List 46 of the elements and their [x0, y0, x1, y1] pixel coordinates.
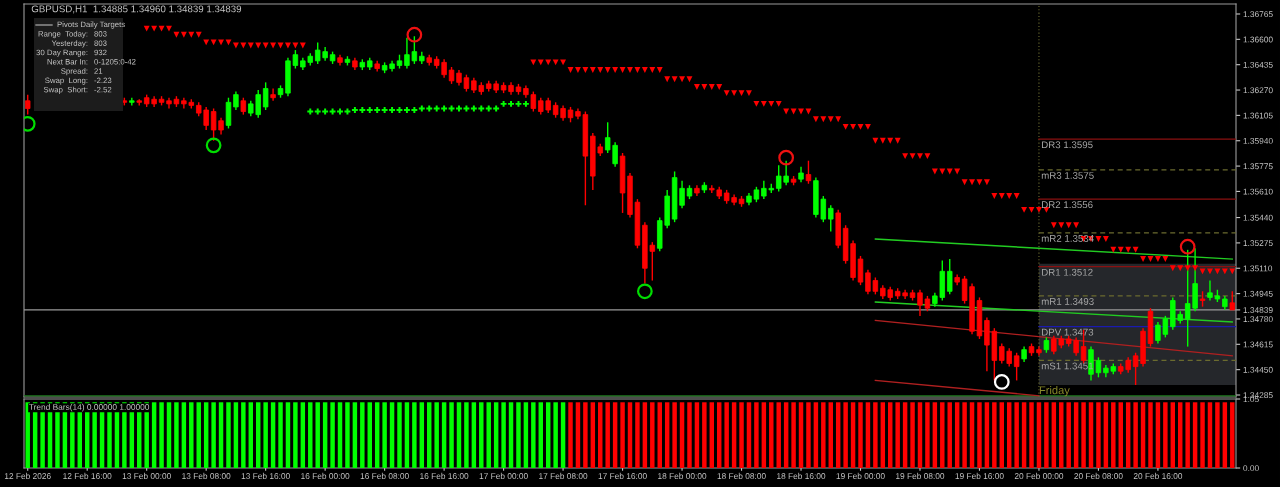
x-tick-label: 19 Feb 08:00	[896, 472, 945, 479]
x-tick-label: 19 Feb 00:00	[836, 472, 885, 479]
x-tick-label: 19 Feb 16:00	[955, 472, 1004, 479]
ref-line-label: mR1 1.3493	[1041, 298, 1094, 305]
x-tick-label: 17 Feb 00:00	[479, 472, 528, 479]
y-tick-label: 1.35940	[1243, 137, 1273, 144]
y-tick-label: 1.35610	[1243, 188, 1273, 195]
x-tick-label: 13 Feb 08:00	[182, 472, 231, 479]
annotation: Friday	[1039, 385, 1070, 397]
ref-line-label: DR1 1.3512	[1041, 268, 1093, 276]
y-tick-label: 1.35775	[1243, 163, 1273, 170]
y-tick-label: 1.34780	[1243, 316, 1273, 323]
y-tick-label: 1.34839	[1243, 307, 1273, 313]
y-tick-label: 1.36105	[1243, 112, 1273, 119]
x-tick-label: 17 Feb 08:00	[539, 472, 588, 479]
y-tick-label: 1.36600	[1243, 36, 1273, 43]
x-tick-label: 20 Feb 16:00	[1133, 472, 1183, 479]
y-tick-label: 1.36270	[1243, 87, 1273, 94]
x-tick-label: 16 Feb 00:00	[301, 472, 350, 479]
x-tick-label: 20 Feb 08:00	[1074, 472, 1123, 479]
chart-title: GBPUSD,H1 1.34885 1.34960 1.34839 1.34839	[31, 5, 242, 14]
ref-line-label: mR3 1.3575	[1041, 172, 1094, 179]
text: Trend Bars(14) 0.00000 1.00000	[29, 403, 150, 412]
y-tick-label: 1.36765	[1243, 11, 1273, 18]
x-tick-label: 18 Feb 16:00	[777, 472, 826, 479]
y-tick-label: 1.35275	[1243, 240, 1273, 247]
y-tick-label: 1.34945	[1243, 290, 1273, 297]
x-tick-label: 17 Feb 16:00	[598, 472, 647, 479]
x-tick-label: 13 Feb 16:00	[241, 472, 290, 479]
x-tick-label: 12 Feb 16:00	[63, 472, 112, 479]
y-tick-label: 1.35440	[1243, 214, 1273, 221]
x-tick-label: 16 Feb 16:00	[420, 472, 469, 479]
x-tick-label: 16 Feb 08:00	[360, 472, 409, 479]
x-tick-label: 18 Feb 00:00	[658, 472, 707, 479]
x-tick-label: 20 Feb 00:00	[1014, 472, 1064, 479]
y-tick-label: 1.36435	[1243, 61, 1273, 68]
x-tick-label: 12 Feb 2026	[4, 472, 51, 479]
y-tick-label: 1.34450	[1243, 366, 1273, 373]
y-tick-label: 1.34615	[1243, 341, 1273, 348]
y-tick-label: 1.05	[1243, 396, 1259, 403]
y-tick-label: 1.35110	[1243, 265, 1273, 272]
x-tick-label: 18 Feb 08:00	[717, 472, 766, 479]
ref-line-label: DR2 1.3556	[1041, 201, 1093, 209]
y-tick-label: 0.00	[1243, 465, 1259, 472]
x-tick-label: 13 Feb 00:00	[122, 472, 171, 479]
ref-line-label: DR3 1.3595	[1041, 141, 1093, 149]
